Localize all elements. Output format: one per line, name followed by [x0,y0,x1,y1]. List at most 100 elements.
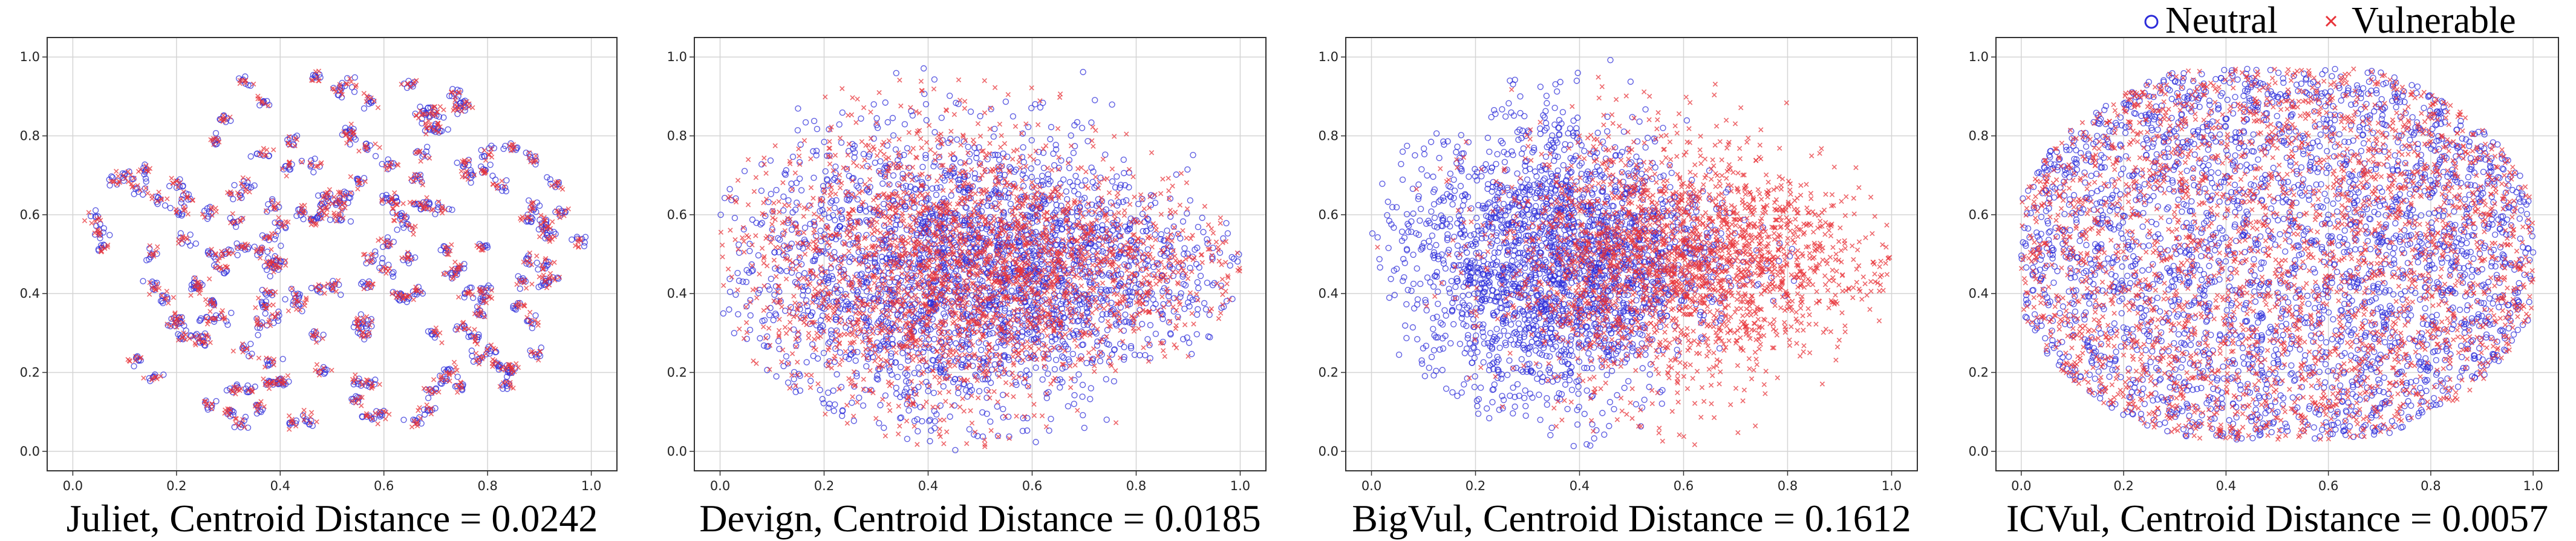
neutral-point [168,205,173,211]
vulnerable-point [256,94,260,98]
vulnerable-point [116,174,120,178]
neutral-point [373,153,379,159]
vulnerable-point [491,358,495,362]
neutral-point [225,322,230,327]
neutral-point [394,227,400,232]
neutral-point [193,241,198,246]
vulnerable-point [321,336,325,341]
vulnerable-point [410,425,414,429]
vulnerable-point [146,191,150,195]
neutral-point [267,274,273,279]
vulnerable-point [452,360,456,364]
vulnerable-point [204,298,208,302]
neutral-point [93,208,99,213]
vulnerable-point [552,260,556,264]
neutral-point [248,154,253,159]
neutral-point [469,353,475,359]
vulnerable-point [353,373,357,377]
neutral-point [445,126,451,132]
vulnerable-point [169,176,174,180]
vulnerable-point [310,410,314,415]
vulnerable-point [82,218,86,223]
vulnerable-point [359,404,364,408]
vulnerable-point [241,175,245,180]
neutral-point [348,218,353,224]
vulnerable-point [316,69,321,73]
vulnerable-point [348,174,353,179]
neutral-point [362,106,367,111]
vulnerable-point [425,403,429,407]
vulnerable-point [514,361,518,366]
neutral-point [454,160,460,166]
vulnerable-point [357,149,361,153]
vulnerable-point [419,159,423,163]
vulnerable-point [284,258,288,263]
vulnerable-point [186,212,190,216]
vulnerable-point [394,295,399,300]
neutral-point [308,286,314,291]
neutral-point [282,297,288,302]
vulnerable-point [376,105,380,110]
neutral-point [187,232,193,237]
vulnerable-point [548,271,552,275]
vulnerable-point [362,91,366,96]
vulnerable-point [148,292,152,297]
vulnerable-point [214,206,218,210]
neutral-point [493,177,498,183]
vulnerable-point [290,286,294,290]
vulnerable-point [438,105,442,109]
neutral-point [262,311,268,316]
vulnerable-point [459,169,463,173]
vulnerable-point [474,351,478,355]
neutral-point [426,395,431,401]
vulnerable-point [377,382,382,387]
vulnerable-point [440,341,444,345]
vulnerable-point [561,187,565,191]
vulnerable-point [308,415,313,419]
vulnerable-point [400,256,404,260]
neutral-point [401,417,406,422]
panel-juliet: 0.0 0.2 0.4 0.6 0.8 1.00.00.20.40.60.81.0 Jul… [20,38,617,540]
vulnerable-point [90,221,94,225]
neutral-point [229,310,234,316]
neutral-point [311,169,316,175]
vulnerable-point [528,310,532,315]
vulnerable-point [356,187,360,191]
vulnerable-point [302,408,306,412]
neutral-point [299,158,304,163]
neutral-point [469,348,474,353]
vulnerable-point [491,182,495,186]
neutral-point [535,267,541,272]
vulnerable-point [142,376,146,380]
scatter-points [82,69,588,431]
vulnerable-point [330,368,334,372]
vulnerable-point [533,154,538,158]
neutral-point [252,183,257,188]
vulnerable-point [315,419,319,424]
neutral-point [517,286,523,292]
vulnerable-point [538,235,542,239]
vulnerable-point [295,307,299,312]
legend-neutral-marker [2145,16,2157,28]
vulnerable-point [373,411,377,415]
vulnerable-point [284,174,289,178]
vulnerable-point [276,202,280,206]
neutral-point [131,191,137,197]
neutral-point [232,182,237,188]
legend-neutral-label: Neutral [2165,0,2278,41]
neutral-point [214,131,219,136]
neutral-point [227,215,233,221]
neutral-point [230,197,236,202]
neutral-point [301,217,306,222]
neutral-point [107,232,112,238]
legend-vulnerable-label: Vulnerable [2352,0,2516,41]
figure-root: Neutral Vulnerable 0.0 0.2 0.4 0.6 0.8 1.0 0.0… [0,0,2576,541]
vulnerable-point [453,260,457,264]
vulnerable-point [177,241,181,245]
neutral-point [446,206,452,212]
vulnerable-point [500,179,504,183]
vulnerable-point [482,148,486,152]
vulnerable-point [449,243,454,247]
vulnerable-point [247,190,252,194]
vulnerable-point [193,276,197,280]
